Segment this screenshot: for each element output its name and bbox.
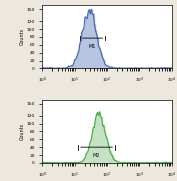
Text: M1: M1 (89, 44, 96, 49)
Y-axis label: Counts: Counts (20, 123, 25, 140)
Y-axis label: Counts: Counts (20, 28, 25, 45)
Text: M2: M2 (93, 153, 100, 158)
